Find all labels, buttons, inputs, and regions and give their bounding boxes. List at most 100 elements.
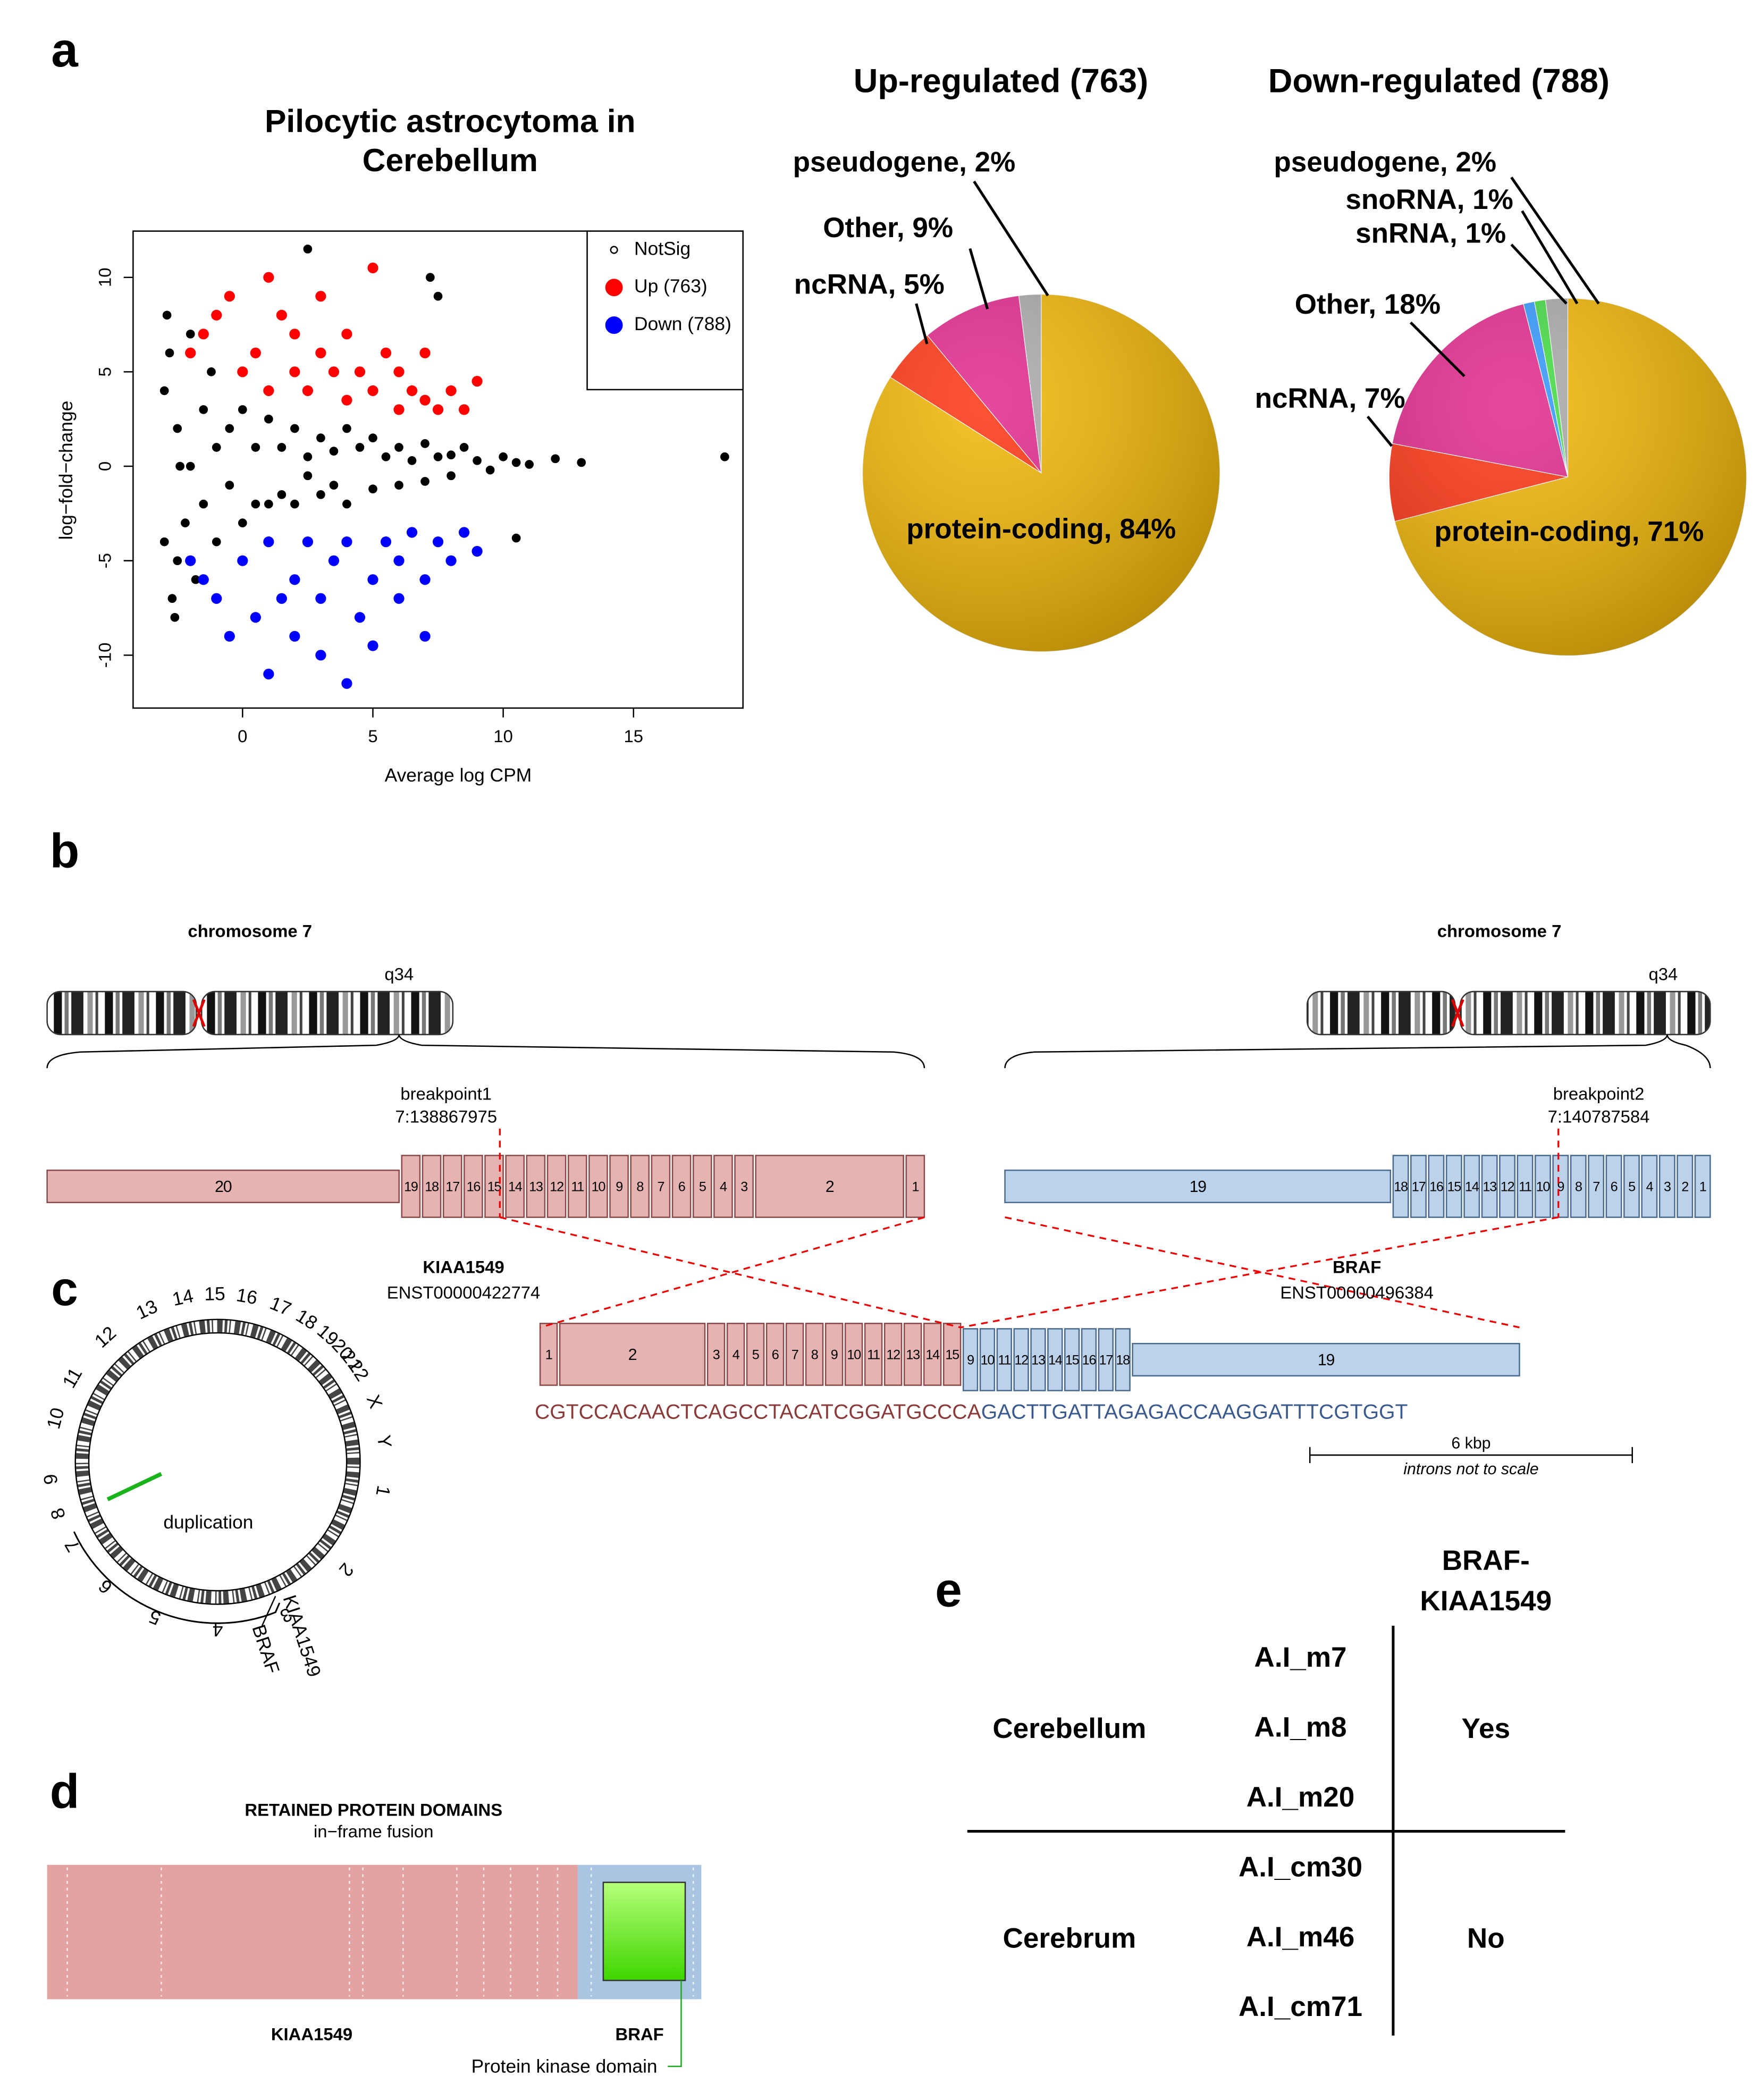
exon: [1445, 1155, 1462, 1218]
exon-label: 4: [732, 1348, 740, 1363]
exon: [1570, 1155, 1587, 1218]
point: [419, 631, 431, 642]
exon: [1694, 1155, 1711, 1218]
point: [302, 385, 314, 397]
point: [162, 310, 172, 320]
point: [238, 405, 247, 414]
point: [367, 385, 378, 397]
exon-label: 10: [1536, 1180, 1551, 1195]
slice-label: Other, 18%: [1295, 289, 1441, 320]
panel-letter: c: [51, 1262, 78, 1316]
chromosome-arm: [1306, 990, 1456, 1036]
exon-label: 13: [1031, 1353, 1045, 1368]
breakpoint-position: 7:138867975: [395, 1106, 497, 1126]
exon: [546, 1155, 567, 1218]
exon: [1658, 1155, 1675, 1218]
point: [289, 366, 300, 377]
point: [225, 481, 234, 490]
exon: [996, 1328, 1012, 1391]
leader-line: [1510, 243, 1568, 305]
point: [185, 555, 196, 566]
point: [173, 556, 182, 566]
point: [315, 347, 326, 358]
legend-label: Down (788): [634, 314, 731, 334]
exon-label: 16: [1082, 1353, 1096, 1368]
point: [381, 452, 391, 461]
exon-label: 10: [981, 1353, 995, 1368]
exon-label: 12: [1501, 1180, 1514, 1195]
chromosome-number: 2: [335, 1559, 358, 1580]
exon: [1641, 1155, 1658, 1218]
point: [237, 366, 248, 377]
exon-label: 19: [1318, 1351, 1335, 1369]
exon-label: 15: [1447, 1180, 1461, 1195]
point: [511, 533, 521, 543]
exon: [734, 1155, 754, 1218]
point: [315, 650, 326, 661]
point: [426, 273, 435, 282]
exon: [979, 1328, 996, 1391]
sample: A.I_cm30: [1239, 1851, 1362, 1883]
point: [499, 452, 508, 461]
chromosome-number: 10: [43, 1406, 69, 1431]
point: [329, 447, 339, 456]
exon: [1534, 1155, 1551, 1218]
gene-name: BRAF: [1333, 1257, 1381, 1276]
point: [471, 545, 483, 557]
exon: [651, 1155, 671, 1218]
point: [224, 631, 235, 642]
point: [394, 481, 403, 490]
exon: [1030, 1328, 1046, 1391]
exon-label: 14: [1048, 1353, 1063, 1368]
exon: [1081, 1328, 1097, 1391]
point: [159, 386, 169, 396]
exon-label: 11: [867, 1348, 880, 1363]
exon: [692, 1155, 712, 1218]
point: [459, 443, 469, 452]
y-tick-label: -10: [95, 643, 115, 668]
point: [432, 404, 444, 415]
exon: [942, 1323, 962, 1386]
breakpoint-label: breakpoint1: [400, 1083, 492, 1103]
point: [394, 443, 403, 452]
exon: [1588, 1155, 1605, 1218]
transcript-id: ENST00000422774: [387, 1282, 541, 1302]
exon: [713, 1155, 733, 1218]
exon: [464, 1155, 483, 1218]
exon-label: 10: [592, 1180, 606, 1195]
exon-label: 1: [545, 1348, 552, 1363]
point: [263, 668, 274, 679]
point: [211, 309, 222, 321]
point: [238, 518, 247, 527]
chromosome-number: 16: [235, 1284, 259, 1308]
point: [367, 262, 378, 274]
exon: [422, 1155, 442, 1218]
exon-label: 4: [1646, 1180, 1653, 1195]
panel-letter: a: [51, 23, 79, 77]
pie-shade: [862, 294, 1220, 652]
x-tick-label: 15: [624, 726, 644, 746]
point: [315, 291, 326, 302]
chromosome-number: 18: [292, 1305, 321, 1334]
point: [159, 537, 169, 547]
fusion-guide: [499, 1216, 961, 1329]
chromosome-number: 5: [146, 1606, 164, 1629]
centromere: [192, 999, 206, 1027]
sample: A.I_m20: [1247, 1782, 1355, 1813]
chart-title: Pilocytic astrocytoma in: [265, 103, 636, 139]
point: [251, 443, 260, 452]
chromosome-number: 12: [91, 1322, 120, 1351]
point: [289, 631, 300, 642]
exon: [1623, 1155, 1640, 1218]
slice-label: ncRNA, 5%: [794, 268, 945, 300]
sample: A.I_m7: [1254, 1642, 1347, 1673]
exon-label: 2: [826, 1178, 834, 1196]
point: [406, 385, 418, 397]
sample: A.I_cm71: [1239, 1991, 1362, 2022]
exon-label: 10: [847, 1348, 861, 1363]
point: [354, 612, 366, 623]
gene-label: BRAF: [248, 1622, 283, 1676]
exon: [905, 1155, 925, 1218]
point: [328, 366, 340, 377]
point: [173, 424, 182, 433]
